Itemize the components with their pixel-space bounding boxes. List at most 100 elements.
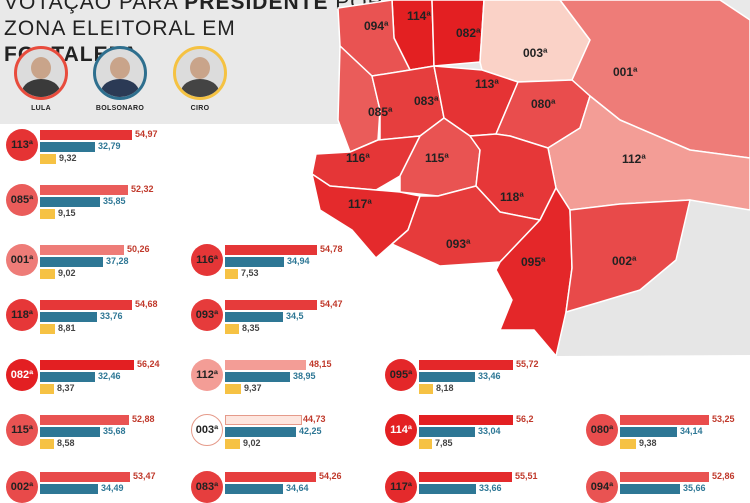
ciro-bar xyxy=(225,269,238,279)
map-zone-label: 001ª xyxy=(613,65,638,79)
map-zone-label: 095ª xyxy=(521,255,546,269)
lula-bar xyxy=(225,360,306,370)
zone-badge: 001ª xyxy=(6,244,38,276)
map-zone-label: 112ª xyxy=(622,152,646,166)
bolsonaro-bar xyxy=(620,484,680,494)
ciro-bar xyxy=(40,269,55,279)
map-zone-label: 094ª xyxy=(364,19,389,33)
map-zone-label: 114ª xyxy=(407,9,431,23)
lula-value: 44,73 xyxy=(303,414,326,424)
zone-badge: 116ª xyxy=(191,244,223,276)
map-zone-label: 117ª xyxy=(348,197,372,211)
candidate-ciro: CIRO xyxy=(163,46,237,112)
ciro-value: 7,53 xyxy=(241,268,259,278)
lula-value: 55,72 xyxy=(516,359,539,369)
map-zone-label: 116ª xyxy=(346,151,370,165)
lula-bar xyxy=(620,415,709,425)
ciro-value: 8,58 xyxy=(57,438,75,448)
bolsonaro-bar xyxy=(225,257,284,267)
ciro-value: 8,35 xyxy=(242,323,260,333)
bolsonaro-value: 37,28 xyxy=(106,256,129,266)
lula-bar xyxy=(225,245,317,255)
zone-badge: 094ª xyxy=(586,471,618,503)
bolsonaro-bar xyxy=(40,142,95,152)
ciro-value: 7,85 xyxy=(435,438,453,448)
ciro-bar xyxy=(419,384,433,394)
candidate-name: CIRO xyxy=(190,105,210,112)
map-zone-label: 118ª xyxy=(500,190,524,204)
bolsonaro-value: 34,64 xyxy=(286,483,309,493)
bolsonaro-value: 33,04 xyxy=(478,426,501,436)
bolsonaro-value: 34,14 xyxy=(680,426,703,436)
bolsonaro-bar xyxy=(419,372,475,382)
map-outside-area xyxy=(556,200,750,356)
zone-badge: 003ª xyxy=(191,414,223,446)
bolsonaro-bar xyxy=(419,427,475,437)
lula-value: 56,2 xyxy=(516,414,534,424)
ciro-bar xyxy=(40,154,56,164)
map-zone-label: 082ª xyxy=(456,26,481,40)
lula-bar xyxy=(419,360,513,370)
lula-bar xyxy=(40,300,132,310)
map-zone-095 xyxy=(495,187,573,357)
fortaleza-zone-map: 114ª 082ª 094ª 003ª 001ª 085ª 083ª 113ª 080ª 116ª… xyxy=(311,0,750,357)
map-zone-label: 085ª xyxy=(368,105,393,119)
ciro-bar xyxy=(40,324,55,334)
zone-badge: 083ª xyxy=(191,471,223,503)
bolsonaro-bar xyxy=(40,427,100,437)
ciro-value: 9,15 xyxy=(58,208,76,218)
zone-badge: 095ª xyxy=(385,359,417,391)
zone-badge: 113ª xyxy=(6,129,38,161)
lula-value: 50,26 xyxy=(127,244,150,254)
map-zone-label: 080ª xyxy=(531,97,556,111)
ciro-value: 9,02 xyxy=(243,438,261,448)
zone-badge: 117ª xyxy=(385,471,417,503)
zone-badge: 112ª xyxy=(191,359,223,391)
bolsonaro-bar xyxy=(225,372,290,382)
bolsonaro-bar xyxy=(620,427,677,437)
bolsonaro-value: 35,66 xyxy=(683,483,706,493)
bolsonaro-bar xyxy=(40,372,95,382)
zone-badge: 082ª xyxy=(6,359,38,391)
lula-bar xyxy=(40,472,130,482)
ciro-bar xyxy=(225,439,240,449)
lula-bar xyxy=(40,130,132,140)
map-zone-label: 093ª xyxy=(446,237,471,251)
bolsonaro-bar xyxy=(40,257,103,267)
ciro-bar xyxy=(225,324,239,334)
zone-badge: 115ª xyxy=(6,414,38,446)
lula-bar xyxy=(419,472,512,482)
bolsonaro-bar xyxy=(419,484,476,494)
zone-badge: 118ª xyxy=(6,299,38,331)
map-zone-label: 003ª xyxy=(523,46,548,60)
bolsonaro-bar xyxy=(40,197,100,207)
lula-value: 54,47 xyxy=(320,299,343,309)
bolsonaro-value: 38,95 xyxy=(293,371,316,381)
bolsonaro-value: 32,79 xyxy=(98,141,121,151)
ciro-bar xyxy=(40,384,54,394)
zone-badge: 080ª xyxy=(586,414,618,446)
lula-bar xyxy=(40,415,129,425)
lula-value: 48,15 xyxy=(309,359,332,369)
lula-photo xyxy=(14,46,68,100)
bolsonaro-value: 35,68 xyxy=(103,426,126,436)
bolsonaro-value: 33,46 xyxy=(478,371,501,381)
candidate-bolsonaro: BOLSONARO xyxy=(83,46,157,112)
ciro-value: 9,02 xyxy=(58,268,76,278)
lula-bar xyxy=(620,472,709,482)
map-zone-label: 002ª xyxy=(612,254,637,268)
candidate-name: LULA xyxy=(31,105,51,112)
ciro-value: 9,32 xyxy=(59,153,77,163)
bolsonaro-bar xyxy=(225,312,283,322)
lula-value: 54,68 xyxy=(135,299,158,309)
lula-bar xyxy=(225,415,302,425)
candidate-name: BOLSONARO xyxy=(95,105,145,112)
bolsonaro-value: 35,85 xyxy=(103,196,126,206)
zone-badge: 085ª xyxy=(6,184,38,216)
lula-bar xyxy=(419,415,513,425)
bolsonaro-photo xyxy=(93,46,147,100)
ciro-bar xyxy=(225,384,241,394)
map-zone-002 xyxy=(565,199,691,313)
bolsonaro-value: 33,76 xyxy=(100,311,123,321)
bolsonaro-bar xyxy=(40,312,97,322)
